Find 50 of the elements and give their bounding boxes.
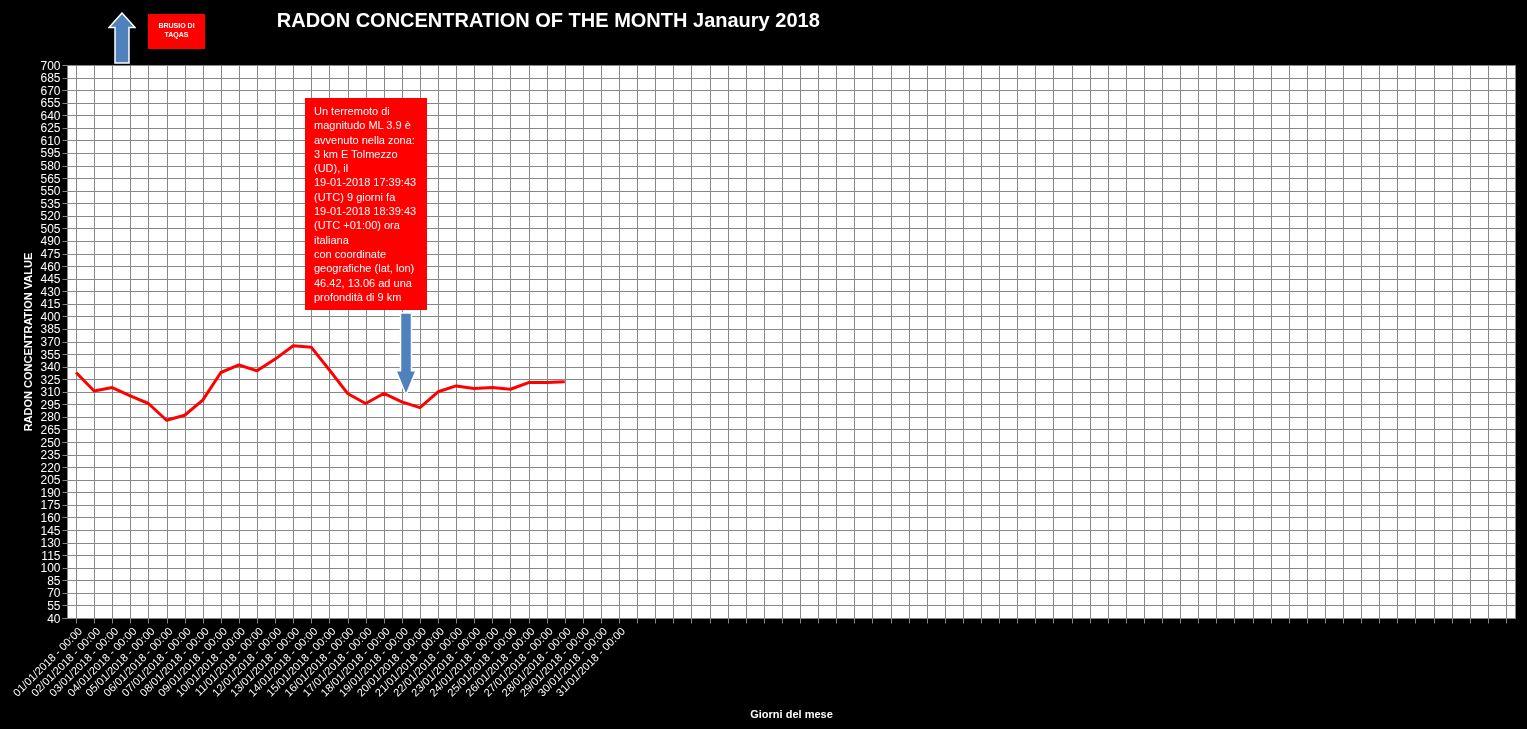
y-tick-label: 85 <box>47 573 61 588</box>
y-tick-label: 565 <box>40 171 61 186</box>
y-tick-label: 145 <box>40 523 61 538</box>
y-tick-label: 430 <box>40 284 61 299</box>
y-tick-label: 55 <box>47 598 61 613</box>
chart-title: RADON CONCENTRATION OF THE MONTH Janaury 2018 <box>276 9 820 31</box>
x-axis-title: Giorni del mese <box>750 707 833 720</box>
y-tick-label: 595 <box>40 146 61 161</box>
y-tick-label: 640 <box>40 108 61 123</box>
y-tick-label: 160 <box>40 510 61 525</box>
y-tick-label: 280 <box>40 410 61 425</box>
y-tick-label: 490 <box>40 234 61 249</box>
y-tick-label: 535 <box>40 196 61 211</box>
y-tick-label: 385 <box>40 322 61 337</box>
text: Un terremoto di magnitudo ML 3.9 è avvenuto nella zona: 3 km E Tolmezzo (UD), il 19-01-2018 17:39:43 (UTC) 9 giorni fa 19-01-2018 18:39:43 (UTC +01:00) ora italiana con coordinate geografiche (lat, lon) 46.42, 13.06 ad una profondità di 9 km <box>314 105 417 303</box>
y-tick-label: 400 <box>40 309 61 324</box>
y-tick-label: 670 <box>40 83 61 98</box>
y-tick-label: 550 <box>40 184 61 199</box>
y-tick-label: 520 <box>40 209 61 224</box>
y-tick-label: 340 <box>40 360 61 375</box>
y-tick-label: 310 <box>40 385 61 400</box>
y-tick-label: 235 <box>40 448 61 463</box>
y-tick-label: 415 <box>40 297 61 312</box>
y-tick-label: 610 <box>40 133 61 148</box>
y-tick-label: 265 <box>40 422 61 437</box>
y-tick-label: 205 <box>40 473 61 488</box>
y-tick-label: 325 <box>40 372 61 387</box>
y-tick-label: 445 <box>40 272 61 287</box>
y-tick-label: 370 <box>40 335 61 349</box>
y-tick-label: 505 <box>40 221 61 236</box>
y-tick-label: 115 <box>41 548 61 563</box>
y-tick-label: 250 <box>40 435 61 450</box>
y-tick-label: 355 <box>40 347 61 362</box>
line-series <box>74 344 567 422</box>
y-tick-label: 685 <box>40 71 61 86</box>
y-tick-label: 175 <box>40 498 61 513</box>
y-axis-title: RADON CONCENTRATION VALUE <box>22 252 35 432</box>
y-tick-label: 40 <box>47 611 61 626</box>
y-tick-label: 625 <box>40 121 61 136</box>
y-tick-label: 700 <box>40 58 61 73</box>
y-tick-label: 130 <box>40 536 61 551</box>
y-tick-label: 100 <box>40 561 61 576</box>
y-tick-label: 70 <box>47 586 61 601</box>
y-tick-label: 475 <box>40 247 61 262</box>
y-tick-label: 580 <box>40 159 61 174</box>
y-tick-label: 655 <box>40 96 61 111</box>
y-tick-label: 190 <box>40 485 61 500</box>
y-tick-label: 220 <box>40 460 61 475</box>
y-tick-label: 295 <box>40 397 61 412</box>
y-tick-label: 460 <box>40 259 61 274</box>
